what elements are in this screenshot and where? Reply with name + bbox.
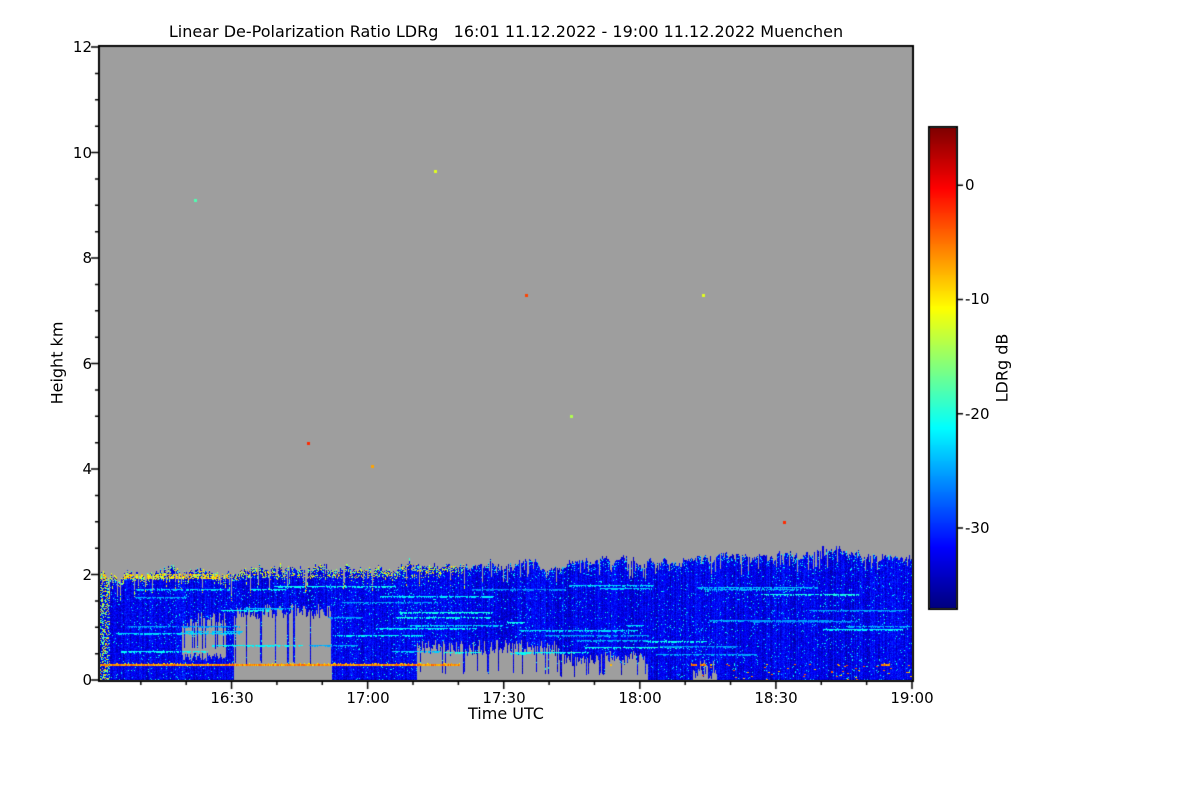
colorbar-label: LDRg dB [992,333,1012,403]
y-tick-label-4: 4 [82,460,92,478]
x-tick-label-1800: 18:00 [618,689,662,707]
x-tick-label-1830: 18:30 [754,689,798,707]
y-tick-label-8: 8 [82,249,92,267]
x-tick-label-1630: 16:30 [210,689,254,707]
y-tick-label-12: 12 [72,38,92,56]
plot-title: Linear De-Polarization Ratio LDRg 16:01 … [168,22,844,41]
colorbar-tick-label-0: 0 [965,176,975,194]
colorbar-tick-label-m20: -20 [965,405,990,423]
y-tick-label-0: 0 [82,671,92,689]
colorbar-tick-label-m10: -10 [965,290,990,308]
y-tick-label-6: 6 [82,354,92,373]
colorbar-gradient [930,128,956,608]
x-tick-label-1900: 19:00 [890,689,934,707]
colorbar-tick-label-m30: -30 [965,519,990,537]
x-tick-label-1730: 17:30 [482,689,526,707]
y-tick-label-2: 2 [82,565,92,584]
heatmap-canvas [100,47,912,680]
y-tick-label-10: 10 [72,143,92,162]
x-tick-label-1700: 17:00 [346,689,390,707]
